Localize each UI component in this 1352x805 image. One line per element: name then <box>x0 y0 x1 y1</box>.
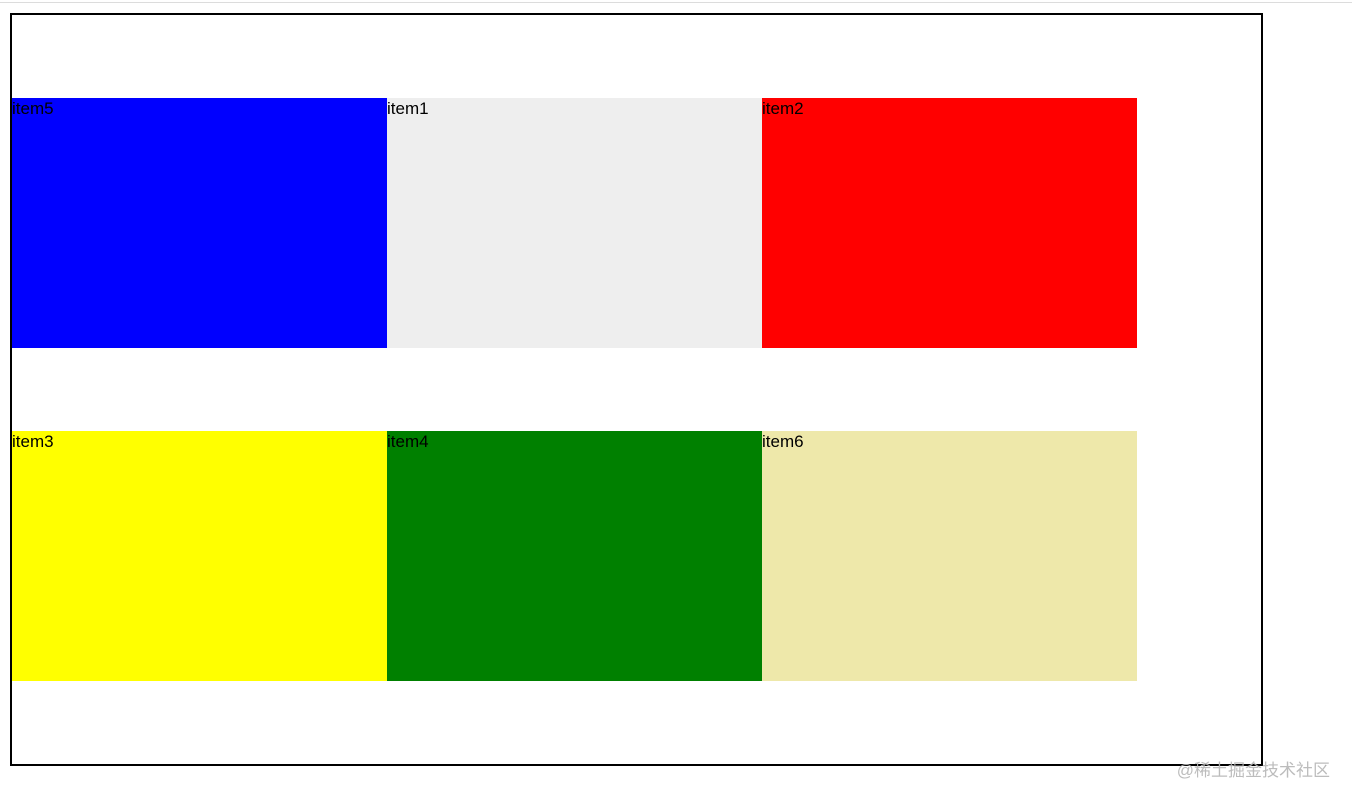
flex-item-item5: item5 <box>12 98 387 348</box>
watermark: @稀土掘金技术社区 <box>1176 761 1330 780</box>
flex-item-item6: item6 <box>762 431 1137 681</box>
flex-item-item1: item1 <box>387 98 762 348</box>
flex-item-item2: item2 <box>762 98 1137 348</box>
flex-container: item5 item1 item2 item3 item4 item6 <box>10 13 1263 766</box>
flex-item-item4: item4 <box>387 431 762 681</box>
page-top-divider <box>0 2 1352 3</box>
flex-item-item3: item3 <box>12 431 387 681</box>
